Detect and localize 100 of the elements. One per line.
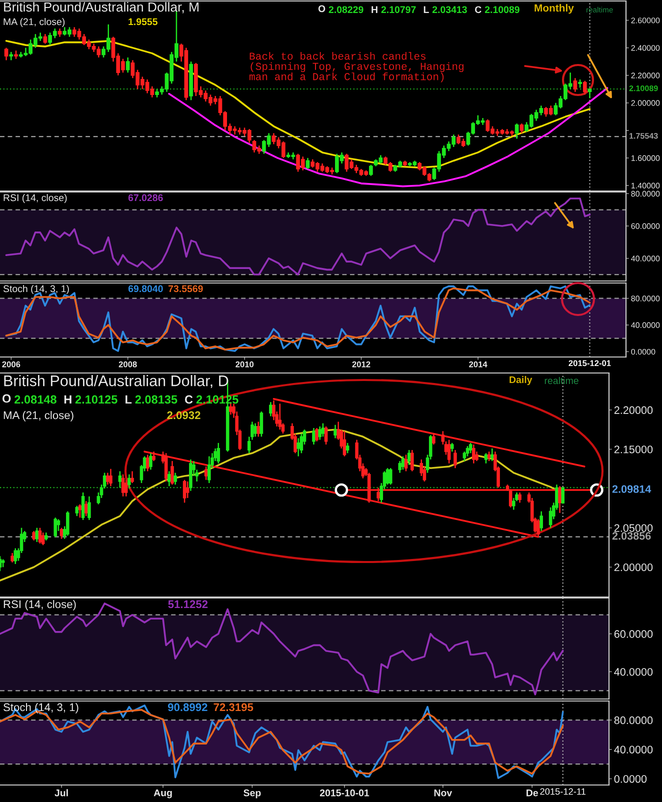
candlestick bbox=[369, 164, 373, 176]
y-tick-label: 2.15000 bbox=[614, 446, 653, 454]
candlestick bbox=[174, 472, 177, 486]
candlestick bbox=[32, 530, 36, 542]
candlestick bbox=[300, 432, 304, 454]
x-tick-label: Sep bbox=[244, 789, 261, 798]
candlestick bbox=[410, 449, 414, 472]
legend-title: Stoch (14, 3, 1) bbox=[3, 285, 69, 294]
y-tick-label: 80.0000 bbox=[631, 296, 660, 302]
candlestick bbox=[256, 421, 260, 438]
candlestick bbox=[60, 527, 64, 540]
candlestick bbox=[78, 504, 82, 518]
legend-title: RSI (14, close) bbox=[4, 600, 76, 610]
candlestick bbox=[514, 122, 519, 140]
candlestick bbox=[56, 518, 60, 532]
candlestick bbox=[118, 470, 122, 488]
candlestick bbox=[14, 548, 18, 565]
annotation: 2.03856 bbox=[612, 532, 651, 540]
text: 67.0286 bbox=[128, 194, 163, 202]
candlestick bbox=[342, 430, 346, 457]
candlestick bbox=[520, 122, 524, 134]
candlestick bbox=[204, 466, 208, 481]
candlestick bbox=[121, 474, 125, 498]
x-tick-label: Jul bbox=[54, 789, 68, 796]
candlestick bbox=[130, 470, 134, 484]
candlestick bbox=[472, 444, 476, 464]
annotation: Daily bbox=[510, 376, 532, 386]
candlestick bbox=[170, 460, 174, 486]
candlestick bbox=[81, 492, 85, 521]
text: 73.5569 bbox=[168, 285, 203, 292]
y-tick-label: 2.05000 bbox=[614, 524, 653, 532]
candlestick bbox=[41, 532, 45, 546]
candlestick bbox=[561, 487, 565, 504]
y-tick-label: 60.0000 bbox=[614, 630, 653, 638]
x-tick-label: Nov bbox=[434, 790, 452, 796]
x-tick-label: 2006 bbox=[2, 361, 20, 368]
candlestick bbox=[269, 401, 272, 417]
candlestick bbox=[182, 479, 186, 504]
y-tick-label: 0.0000 bbox=[631, 348, 656, 355]
candlestick bbox=[43, 33, 48, 44]
candlestick bbox=[168, 470, 171, 487]
candlestick bbox=[38, 527, 42, 544]
x-tick-label: Aug bbox=[154, 789, 172, 798]
candlestick bbox=[149, 452, 152, 470]
candlestick bbox=[407, 449, 411, 466]
candlestick bbox=[388, 467, 392, 486]
y-tick-label: 1.40000 bbox=[631, 182, 660, 188]
annotation: Back to back bearish candles (Spinning Top, Gravestone, Hanging man and a Dark Cloud formation) bbox=[250, 52, 464, 82]
chart-title: British Pound/Australian Dollar, M bbox=[4, 2, 198, 14]
y-tick-label: 80.0000 bbox=[614, 716, 653, 724]
series-label: 90.8992 bbox=[168, 703, 208, 712]
series-label: 72.3195 bbox=[214, 703, 254, 712]
line-series bbox=[168, 87, 608, 188]
legend-title: MA (21, close) bbox=[4, 411, 74, 422]
y-tick-label: 2.00000 bbox=[631, 100, 660, 106]
candlestick bbox=[490, 448, 494, 462]
candlestick bbox=[386, 467, 390, 486]
annotation: Monthly bbox=[534, 4, 574, 14]
candlestick bbox=[75, 505, 79, 517]
y-tick-label: 40.0000 bbox=[614, 668, 653, 676]
y-tick-label: 1.60000 bbox=[631, 155, 660, 161]
candlestick bbox=[124, 479, 128, 498]
annotation: 2015-12-01 bbox=[568, 360, 611, 366]
x-tick-label: De bbox=[526, 790, 538, 796]
x-tick-label: 2014 bbox=[469, 361, 488, 368]
candlestick bbox=[401, 456, 405, 470]
candlestick bbox=[278, 403, 282, 430]
annotation: 2015-12-11 bbox=[540, 788, 586, 795]
candlestick bbox=[208, 456, 211, 484]
candlestick bbox=[128, 474, 131, 490]
candlestick bbox=[312, 427, 316, 446]
chart-title: British Pound/Australian Dollar, D bbox=[4, 375, 228, 388]
candlestick bbox=[558, 486, 562, 514]
candlestick bbox=[66, 510, 70, 536]
candlestick bbox=[573, 77, 578, 92]
candlestick bbox=[487, 450, 491, 462]
candlestick bbox=[321, 422, 325, 438]
y-tick-label: 40.0000 bbox=[614, 746, 653, 754]
candlestick bbox=[126, 56, 130, 74]
candlestick bbox=[186, 480, 190, 499]
candlestick bbox=[588, 87, 592, 99]
candlestick bbox=[447, 439, 451, 464]
candlestick bbox=[404, 454, 408, 472]
candlestick bbox=[4, 47, 8, 61]
candlestick bbox=[35, 527, 39, 543]
y-tick-label: 2.20000 bbox=[614, 406, 653, 414]
candlestick bbox=[88, 496, 91, 521]
candlestick bbox=[296, 438, 300, 457]
y-tick-label: 80.0000 bbox=[631, 190, 660, 197]
annotation: 2.09814 bbox=[612, 485, 652, 493]
annotation: 2.10089 bbox=[629, 85, 658, 92]
y-tick-label: 2.40000 bbox=[631, 45, 660, 51]
x-tick-label: 2008 bbox=[118, 361, 137, 368]
chart-subtitle: O 2.08229 H 2.10797 L 2.03413 C 2.10089 bbox=[318, 5, 520, 14]
candlestick bbox=[466, 445, 470, 457]
candlestick bbox=[106, 472, 110, 486]
y-tick-label: 0.0000 bbox=[614, 775, 647, 783]
x-tick-label: 2012 bbox=[352, 361, 370, 368]
series-label: 51.1252 bbox=[168, 600, 208, 608]
candlestick bbox=[468, 442, 472, 454]
